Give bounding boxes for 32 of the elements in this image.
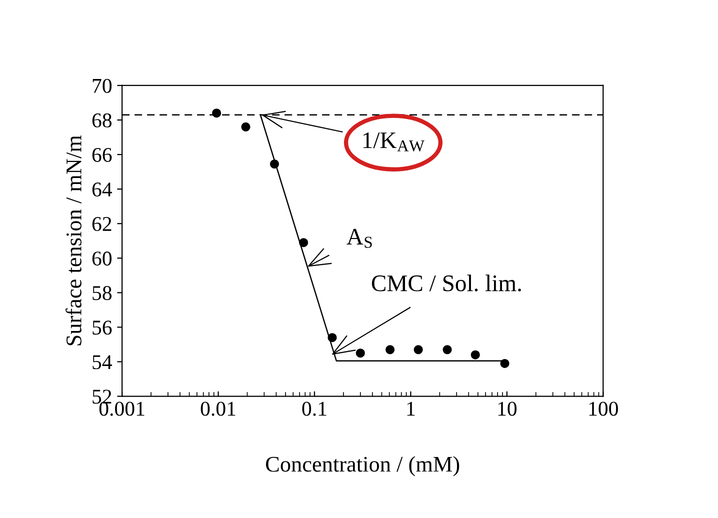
y-tick-label: 58 (92, 286, 112, 300)
y-tick-label: 52 (92, 390, 112, 404)
y-tick-label: 54 (92, 355, 112, 370)
x-tick-label: 0.1 (302, 402, 326, 416)
point (212, 108, 222, 118)
point (270, 160, 279, 169)
x-tick-label: 1 (407, 402, 415, 416)
point (414, 345, 423, 354)
y-tick-label: 60 (92, 252, 112, 266)
y-tick-label: 66 (92, 148, 112, 162)
point (241, 122, 250, 132)
y-tick-label: 56 (92, 320, 112, 335)
point (386, 345, 395, 354)
x-tick-label: 0.001 (99, 402, 144, 416)
annotation: CMC / Sol. lim. (372, 274, 521, 292)
point (299, 238, 308, 248)
x-axis-title: Concentration / (mM) (266, 456, 460, 476)
point (500, 358, 510, 368)
x-tick-label: 100 (589, 402, 618, 416)
y-axis-title: Surface tension / mN/m (66, 135, 82, 346)
point (356, 348, 365, 358)
annotation: A$_{S}$ (346, 228, 372, 248)
point (328, 333, 337, 342)
point (442, 345, 452, 354)
x-tick-label: 0.01 (200, 402, 236, 416)
point (470, 350, 480, 360)
annotation: 1/K$_{AW}$ (363, 132, 424, 152)
y-tick-label: 68 (92, 113, 112, 128)
y-tick-label: 70 (92, 78, 112, 93)
x-tick-label: 10 (498, 402, 517, 416)
y-tick-label: 62 (92, 217, 112, 232)
y-tick-label: 64 (92, 182, 112, 197)
